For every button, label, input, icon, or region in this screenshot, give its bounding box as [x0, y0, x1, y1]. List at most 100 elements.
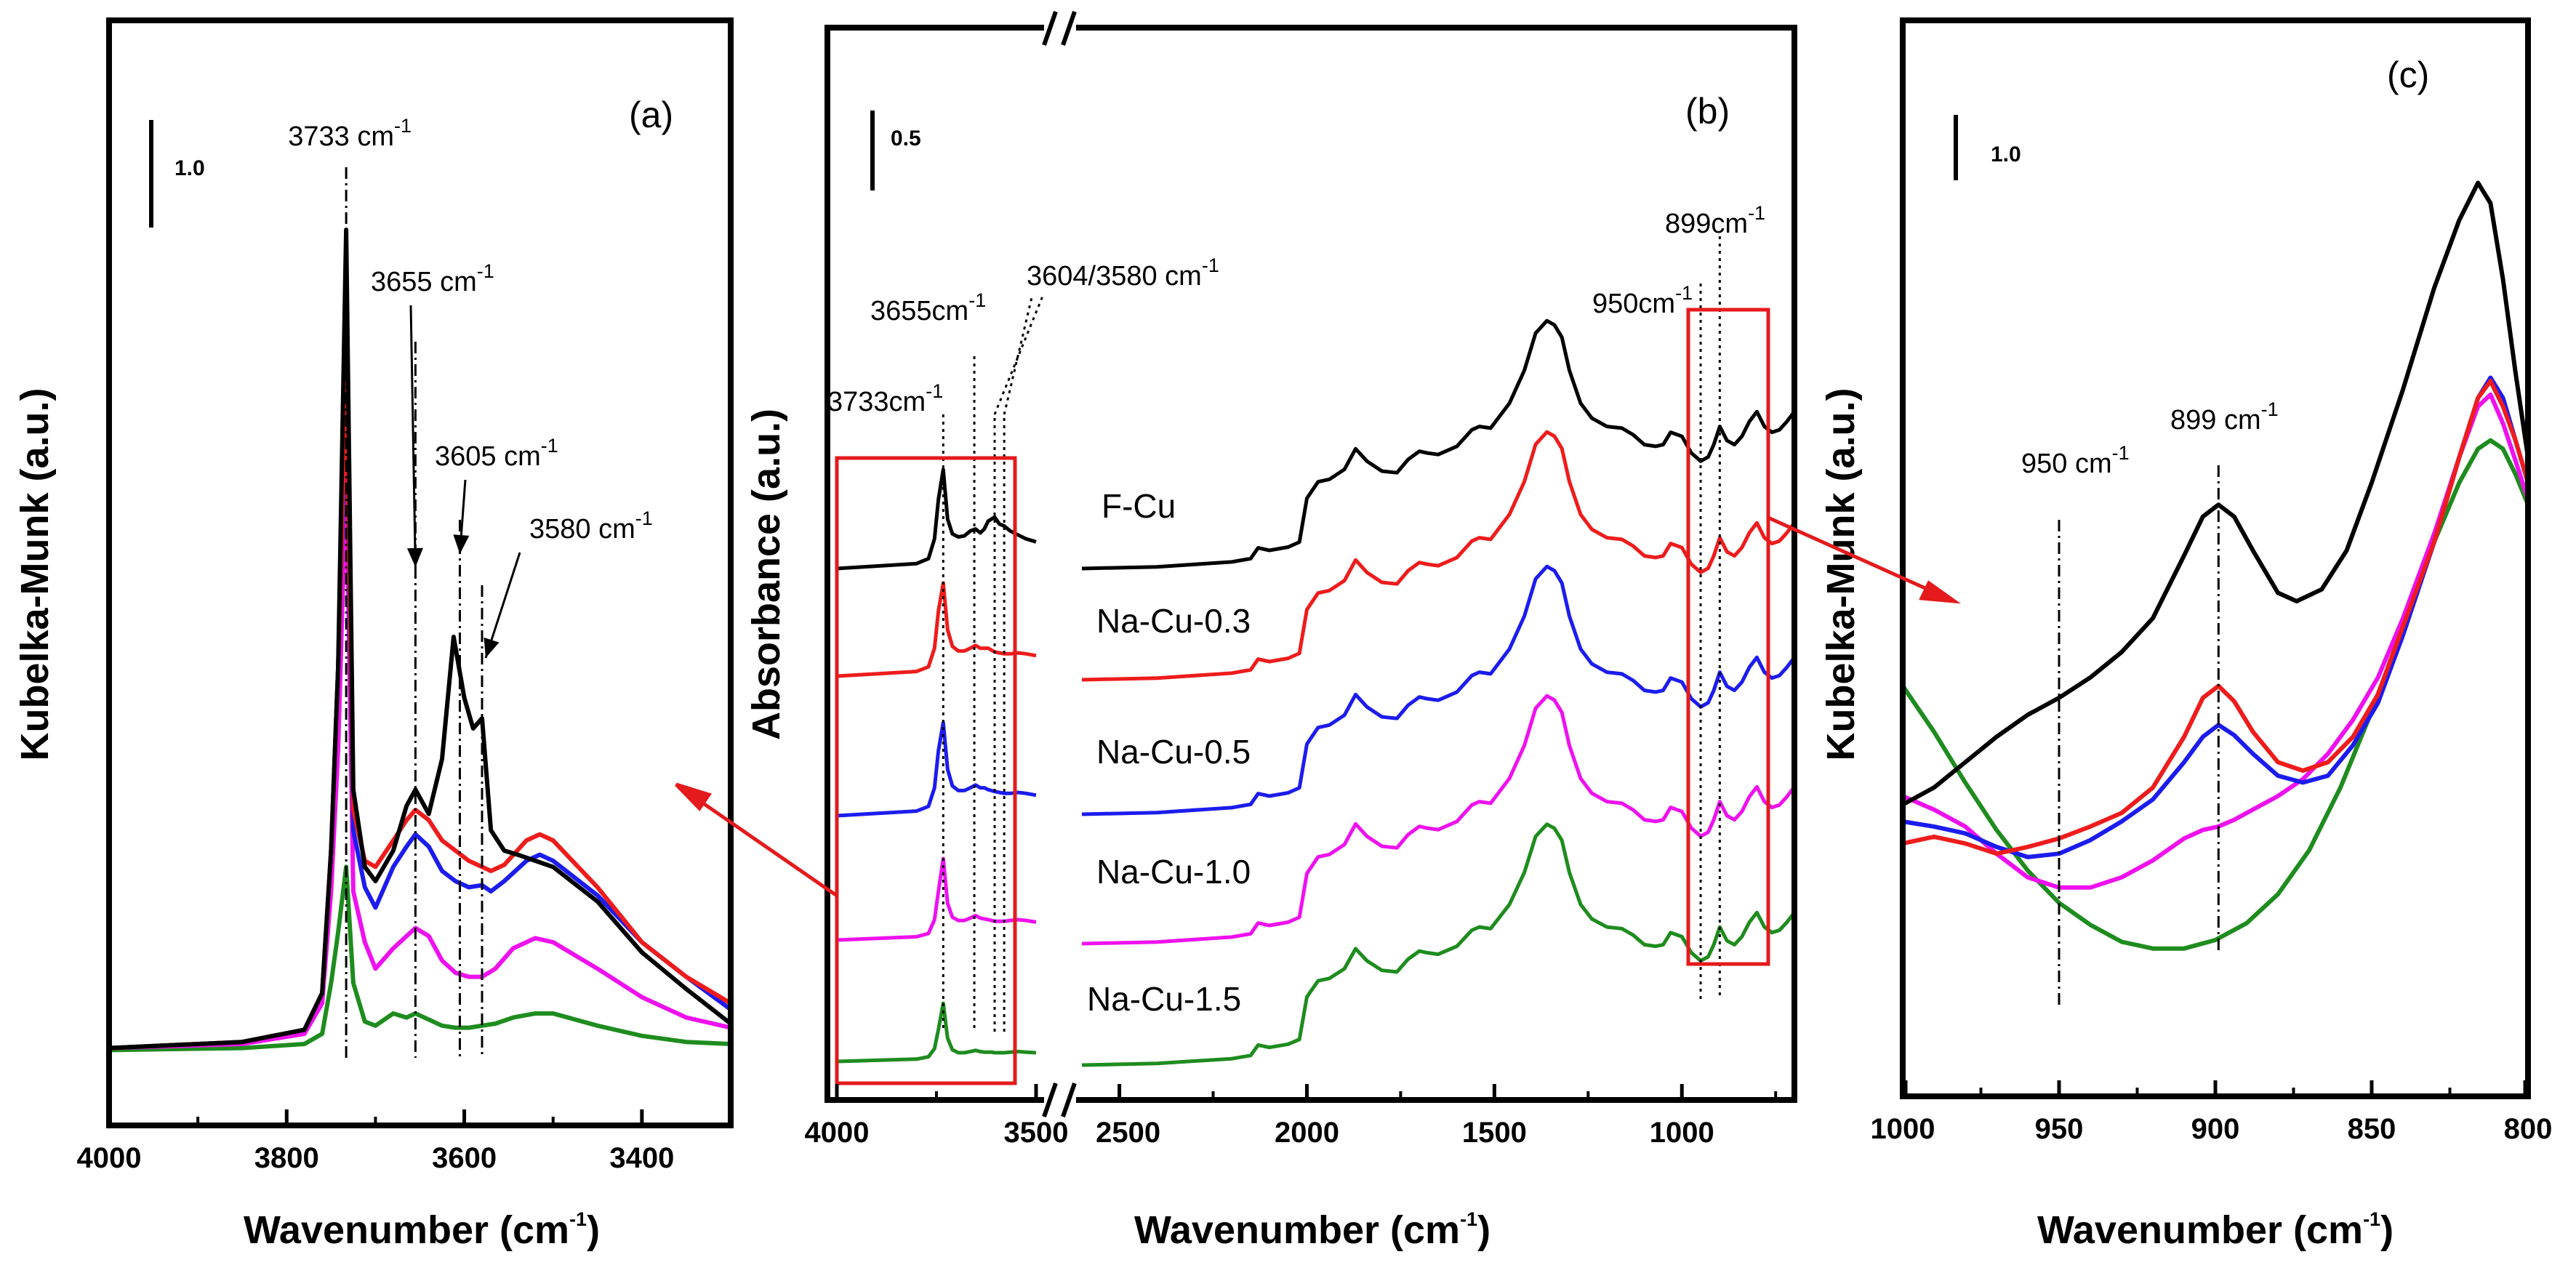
- panel-b-annotation-label-899-sup: -1: [1748, 202, 1765, 224]
- panel-a-annotation-arrow-3655-head: [406, 547, 423, 567]
- panel-a-annotation-label-3733-main: 3733 cm: [288, 121, 394, 152]
- panel-b-x-tick-label-4000: 4000: [805, 1117, 870, 1149]
- panel-c-annotation-label-950: 950 cm-1: [2021, 442, 2130, 479]
- arrow-to-panel-c-head: [1919, 580, 1961, 604]
- panel-c-label: (c): [2387, 55, 2429, 95]
- panel-a-y-axis-label: Kubelka-Munk (a.u.): [13, 387, 57, 760]
- panel-c-series-na-cu-1-5: [1901, 438, 2530, 951]
- panel-c-x-axis-label-close: ): [2380, 1208, 2394, 1252]
- panel-b-annotation-label-3733-sup: -1: [926, 380, 943, 402]
- panel-a-frame: [106, 17, 734, 1128]
- panel-b-annotation-label-3604-sup: -1: [1202, 254, 1219, 276]
- panel-b-series-label-na-cu-1-0: Na-Cu-1.0: [1096, 853, 1251, 891]
- panel-c-x-tick-label-950: 950: [2035, 1113, 2084, 1145]
- panel-a-annotation-label-3580: 3580 cm-1: [529, 507, 653, 545]
- panel-c-series-na-cu-0-3: [1902, 379, 2530, 856]
- panel-b-label: (b): [1685, 91, 1730, 132]
- panel-b-x-axis-label-close: ): [1477, 1208, 1490, 1252]
- panel-b-x-tick-label-1000: 1000: [1650, 1117, 1714, 1149]
- panel-c-annotation-label-950-main: 950 cm: [2021, 449, 2112, 479]
- panel-c-x-axis-label-sup: -1: [2363, 1208, 2380, 1230]
- panel-c-x-axis-label-main: Wavenumber (cm: [2037, 1208, 2363, 1252]
- panel-a-annotation-label-3580-sup: -1: [635, 507, 653, 529]
- callout-arrows: [675, 515, 1961, 898]
- panel-b-frame: [824, 25, 1797, 1103]
- panel-a-annotation-label-3733: 3733 cm-1: [288, 115, 412, 152]
- panel-b-series-right-na-cu-1-0: [1081, 694, 1796, 946]
- panel-b-annotation-label-3655-main: 3655cm: [870, 296, 968, 326]
- arrow-to-panel-a-head: [675, 782, 712, 811]
- panel-a-series-f-cu: [108, 228, 732, 1051]
- arrow-to-panel-a: [697, 798, 838, 898]
- panel-b-series-label-f-cu: F-Cu: [1102, 487, 1176, 525]
- panel-a-annotation-arrow-3655: [409, 305, 417, 568]
- panel-b-annotation-label-3655: 3655cm-1: [870, 289, 986, 326]
- arrow-to-panel-c: [1767, 515, 1928, 591]
- panel-a-annotation-label-3655-main: 3655 cm: [371, 267, 477, 297]
- panel-c-series: [1901, 180, 2530, 951]
- panel-c-annotation-label-899-sup: -1: [2261, 398, 2279, 420]
- panel-b-annotation-label-950-sup: -1: [1675, 282, 1693, 304]
- panel-a-x-axis-label-close: ): [587, 1208, 600, 1252]
- panel-a-series: [108, 228, 732, 1053]
- panel-b-annotation-label-3733: 3733cm-1: [827, 380, 943, 417]
- panel-b-annotation-label-3733-main: 3733cm: [827, 387, 926, 417]
- break-mark-bottom-1: [1042, 1083, 1058, 1117]
- panel-c-x-tick-label-900: 900: [2191, 1113, 2240, 1145]
- panel-b-series-right-na-cu-0-3: [1081, 430, 1796, 682]
- panel-b-y-axis-label: Absorbance (a.u.): [745, 409, 788, 740]
- panel-b-series: [836, 318, 1796, 1067]
- panel-a-scale-label: 1.0: [174, 156, 205, 180]
- panel-b-series-left-na-cu-1-5: [836, 1001, 1037, 1064]
- panel-a-x-axis-label: Wavenumber (cm-1): [244, 1208, 600, 1252]
- panel-b-series-right-na-cu-0-5: [1081, 564, 1796, 816]
- break-mark-top-1: [1042, 11, 1058, 46]
- panel-a-annotation-label-3655: 3655 cm-1: [371, 260, 494, 297]
- panel-b-series-label-na-cu-0-3: Na-Cu-0.3: [1096, 602, 1251, 640]
- panel-b-break-marks: [1042, 11, 1077, 1117]
- panel-b-x-tick-label-2000: 2000: [1275, 1117, 1339, 1149]
- panel-b-x-axis-label-sup: -1: [1460, 1208, 1477, 1230]
- panel-b-annotation-label-950-main: 950cm: [1592, 289, 1675, 319]
- break-mark-top-2: [1061, 11, 1077, 46]
- panel-b-series-right-na-cu-1-5: [1081, 822, 1796, 1067]
- panel-b-x-tick-label-2500: 2500: [1096, 1117, 1160, 1149]
- panel-a-annotation-label-3733-sup: -1: [394, 115, 412, 137]
- panel-a-x-tick-label-3600: 3600: [432, 1142, 497, 1174]
- panel-a-annotation-arrow-3580-head: [483, 637, 499, 658]
- panel-b-oh-region-box: [835, 456, 1017, 1085]
- panel-b-ticks: 4000 3500 2500 2000 1500 1000: [805, 1084, 1778, 1149]
- panel-c-x-axis-label: Wavenumber (cm-1): [2037, 1208, 2394, 1252]
- panel-b-annotation-label-899-main: 899cm: [1665, 209, 1748, 239]
- panel-b-x-axis-label-main: Wavenumber (cm: [1134, 1208, 1460, 1252]
- panel-b-series-right-f-cu: [1081, 318, 1796, 571]
- panel-b-series-label-na-cu-0-5: Na-Cu-0.5: [1096, 733, 1251, 771]
- panel-a-annotation-label-3605-sup: -1: [541, 435, 558, 457]
- panel-b-annotation-leader-3580: [1003, 294, 1034, 415]
- panel-b-scale-label: 0.5: [891, 127, 921, 150]
- panel-b-annotation-label-3655-sup: -1: [968, 289, 986, 311]
- panel-c-y-axis-label: Kubelka-Munk (a.u.): [1819, 387, 1863, 760]
- panel-c-annotation-label-899-main: 899 cm: [2170, 405, 2261, 435]
- panel-b-annotation-label-3604-main: 3604/3580 cm: [1027, 261, 1202, 292]
- panel-a-series-na-cu-1-0: [108, 472, 731, 1051]
- panel-b-x-tick-label-3500: 3500: [1004, 1117, 1069, 1149]
- panel-b-series-left-na-cu-0-5: [836, 720, 1037, 818]
- panel-a-annotation-label-3580-main: 3580 cm: [529, 514, 635, 545]
- panel-b-series-left-na-cu-0-3: [836, 581, 1037, 678]
- panel-c-annotation-label-950-sup: -1: [2112, 442, 2130, 464]
- panel-a-x-tick-label-3400: 3400: [609, 1142, 674, 1174]
- panel-a-x-axis-label-sup: -1: [569, 1208, 587, 1230]
- panel-c-ticks: 1000 950 900 850 800: [1871, 1080, 2552, 1145]
- break-mark-bottom-2: [1061, 1083, 1077, 1117]
- panel-a-annotation-arrow-3605-head: [453, 534, 470, 554]
- panel-a-annotation-label-3605: 3605 cm-1: [435, 435, 558, 472]
- panel-a-label: (a): [629, 95, 673, 135]
- panel-b-annotation-label-950: 950cm-1: [1592, 282, 1693, 319]
- panel-a-annotation-label-3655-sup: -1: [477, 260, 494, 282]
